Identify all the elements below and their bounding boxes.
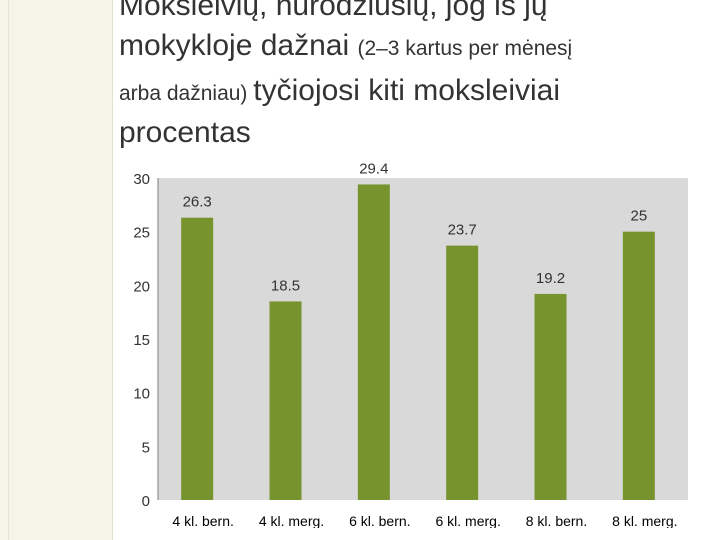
slide-side-stripe [0, 0, 113, 540]
bar-value-label: 29.4 [359, 160, 388, 177]
y-tick-label: 20 [133, 278, 150, 295]
slide-subtitle: procentas [119, 116, 251, 149]
title-line-3-text-a: arba dažniau) [119, 82, 254, 105]
bar [446, 245, 479, 500]
slide-side-stripe-line [8, 0, 9, 540]
x-category-label: 6 kl. bern. [349, 513, 410, 528]
bar [269, 301, 302, 500]
title-line-2-text-a: mokykloje dažnai [119, 29, 358, 62]
title-line-2-text-b: (2–3 kartus per mėnesį [357, 37, 573, 60]
bar [622, 231, 655, 500]
bar-value-label: 25 [630, 208, 647, 225]
bar-chart-svg: 0 5 10 15 20 25 30 26.3 4 kl. bern. 18.5 4 kl. mer… [133, 160, 688, 528]
bar [534, 293, 567, 500]
title-line-3: arba dažniau) tyčiojosi kiti moksleiviai [119, 71, 715, 116]
title-line-1-text: Moksleivių, nurodžiusių, jog iš jų [119, 0, 548, 22]
y-tick-label: 0 [142, 493, 150, 510]
y-tick-label: 15 [133, 332, 150, 349]
plot-background [158, 178, 688, 500]
bar-value-label: 19.2 [536, 270, 565, 287]
title-line-3-text-b: tyčiojosi kiti moksleiviai [253, 74, 561, 107]
y-tick-label: 10 [133, 386, 150, 403]
x-category-label: 4 kl. merg. [259, 513, 324, 528]
y-tick-label: 25 [133, 225, 150, 242]
y-tick-label: 30 [133, 171, 150, 188]
bar [181, 217, 214, 501]
x-category-label: 4 kl. bern. [172, 513, 233, 528]
bar-value-label: 23.7 [448, 222, 477, 239]
bar [357, 184, 390, 500]
x-category-label: 8 kl. merg. [612, 513, 677, 528]
x-category-label: 8 kl. bern. [526, 513, 587, 528]
y-tick-label: 5 [142, 439, 150, 456]
title-line-2: mokykloje dažnai (2–3 kartus per mėnesį [119, 26, 715, 71]
x-category-label: 6 kl. merg. [435, 513, 500, 528]
title-line-1: Moksleivių, nurodžiusių, jog iš jų [119, 0, 715, 26]
bar-chart: 0 5 10 15 20 25 30 26.3 4 kl. bern. 18.5 4 kl. mer… [112, 158, 688, 528]
slide-title: Moksleivių, nurodžiusių, jog iš jų mokyk… [119, 0, 715, 116]
bar-value-label: 18.5 [271, 277, 300, 294]
bar-value-label: 26.3 [183, 194, 212, 211]
